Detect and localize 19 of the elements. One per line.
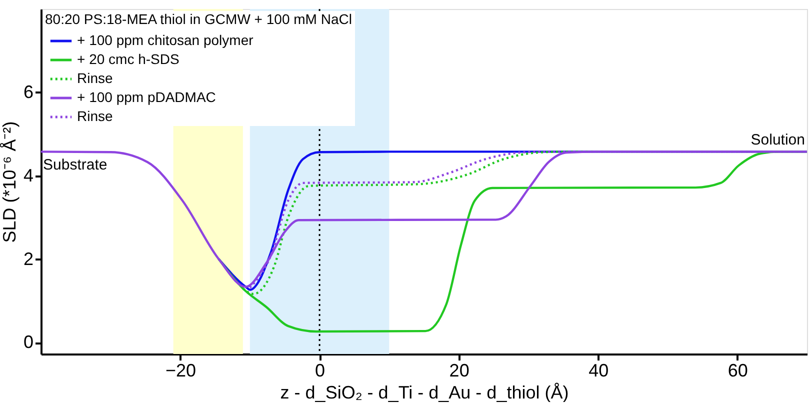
x-tick-label: 60 — [728, 360, 748, 380]
x-axis-title: z - d_SiO₂ - d_Ti - d_Au - d_thiol (Å) — [280, 382, 569, 402]
x-tick-label: 20 — [449, 360, 470, 380]
y-tick-label: 4 — [23, 165, 34, 186]
legend-label: + 100 ppm pDADMAC — [77, 89, 216, 105]
y-axis-title: SLD (*10⁻⁶ Å⁻²) — [0, 121, 20, 243]
y-tick-label: 2 — [23, 248, 34, 269]
annotation: Solution — [750, 132, 805, 149]
y-tick-label: 6 — [23, 82, 34, 102]
x-tick-label: 40 — [588, 360, 609, 380]
legend-label: Rinse — [77, 108, 114, 124]
annotation: Substrate — [43, 156, 108, 174]
y-tick-label: 0 — [23, 332, 34, 352]
legend-label: Rinse — [77, 70, 114, 86]
x-tick-label: −20 — [166, 360, 196, 380]
legend-title: 80:20 PS:18-MEA thiol in GCMW + 100 mM NaCl — [45, 11, 352, 27]
x-tick-label: 0 — [315, 360, 326, 380]
legend-label: + 100 ppm chitosan polymer — [77, 32, 254, 48]
legend-label: + 20 cmc h-SDS — [77, 51, 180, 67]
